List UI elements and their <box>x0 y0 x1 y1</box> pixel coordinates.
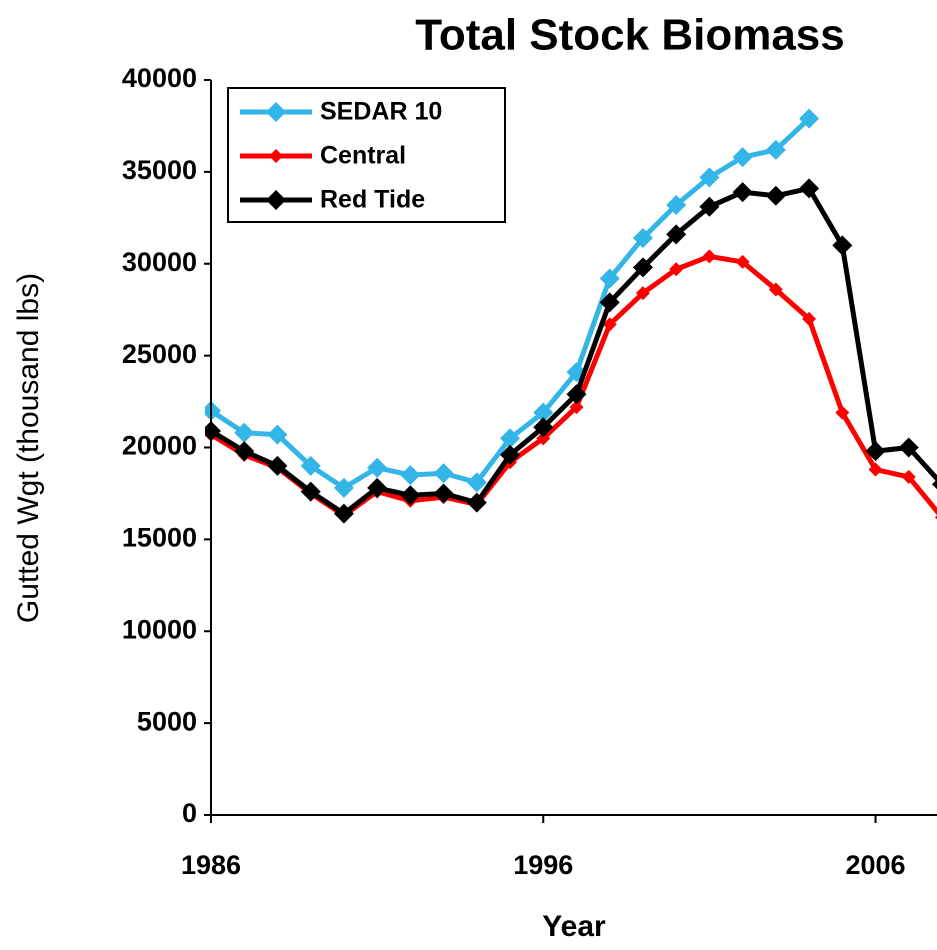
legend-label: SEDAR 10 <box>320 98 442 126</box>
data-point <box>500 428 521 449</box>
data-point <box>669 262 684 277</box>
y-tick-label: 35000 <box>122 155 197 185</box>
chart-title: Total Stock Biomass <box>415 11 845 60</box>
x-tick-label: 2006 <box>845 850 905 880</box>
data-point <box>898 437 919 458</box>
y-tick-label: 0 <box>182 798 197 828</box>
data-point <box>699 196 720 217</box>
data-point <box>699 167 720 188</box>
data-point <box>799 108 820 129</box>
y-axis-label: Gutted Wgt (thousand lbs) <box>12 273 45 623</box>
data-point <box>602 317 617 332</box>
data-point <box>765 185 786 206</box>
data-point <box>205 400 221 421</box>
data-point <box>466 472 487 493</box>
data-point <box>333 477 354 498</box>
data-point <box>632 257 653 278</box>
y-tick-label: 25000 <box>122 339 197 369</box>
data-point <box>400 465 421 486</box>
y-tick-label: 30000 <box>122 247 197 277</box>
data-point <box>400 485 421 506</box>
data-point <box>934 515 937 520</box>
data-point <box>599 268 620 289</box>
data-point <box>536 431 551 446</box>
data-point <box>566 384 587 405</box>
data-point <box>802 311 817 326</box>
data-point <box>205 420 221 441</box>
data-point <box>367 477 388 498</box>
data-point <box>267 424 288 445</box>
legend-label: Red Tide <box>320 186 425 214</box>
data-point <box>599 292 620 313</box>
data-point <box>865 441 886 462</box>
x-axis-label: Year <box>542 910 606 943</box>
y-tick-label: 40000 <box>122 63 197 93</box>
y-tick-label: 10000 <box>122 614 197 644</box>
y-tick-label: 15000 <box>122 523 197 553</box>
data-point <box>300 481 321 502</box>
data-point <box>267 455 288 476</box>
x-tick-label: 1986 <box>181 850 241 880</box>
data-point <box>765 139 786 160</box>
data-point <box>702 249 717 264</box>
data-point <box>768 282 783 297</box>
legend-marker <box>269 149 283 163</box>
data-point <box>666 194 687 215</box>
data-point <box>732 147 753 168</box>
data-point <box>832 235 853 256</box>
legend-label: Central <box>320 142 406 170</box>
data-point <box>835 405 850 420</box>
series-line <box>209 185 937 517</box>
data-point <box>533 402 554 423</box>
data-point <box>635 286 650 301</box>
data-point <box>901 469 916 484</box>
data-point <box>234 441 255 462</box>
data-point <box>500 444 521 465</box>
data-point <box>234 422 255 443</box>
data-point <box>433 483 454 504</box>
data-point <box>569 400 584 415</box>
data-point <box>632 228 653 249</box>
plot-area <box>205 108 937 524</box>
x-tick-label: 1996 <box>513 850 573 880</box>
data-point <box>433 463 454 484</box>
data-point <box>931 479 937 490</box>
data-point <box>300 455 321 476</box>
data-point <box>367 457 388 478</box>
y-tick-label: 20000 <box>122 431 197 461</box>
data-point <box>868 462 883 477</box>
y-tick-label: 5000 <box>137 706 197 736</box>
data-point <box>466 492 487 513</box>
data-point <box>333 503 354 524</box>
data-point <box>533 417 554 438</box>
data-point <box>735 254 750 269</box>
legend-marker <box>266 102 286 122</box>
data-point <box>799 178 820 199</box>
data-point <box>666 224 687 245</box>
legend-marker <box>266 190 286 210</box>
data-point <box>732 182 753 203</box>
